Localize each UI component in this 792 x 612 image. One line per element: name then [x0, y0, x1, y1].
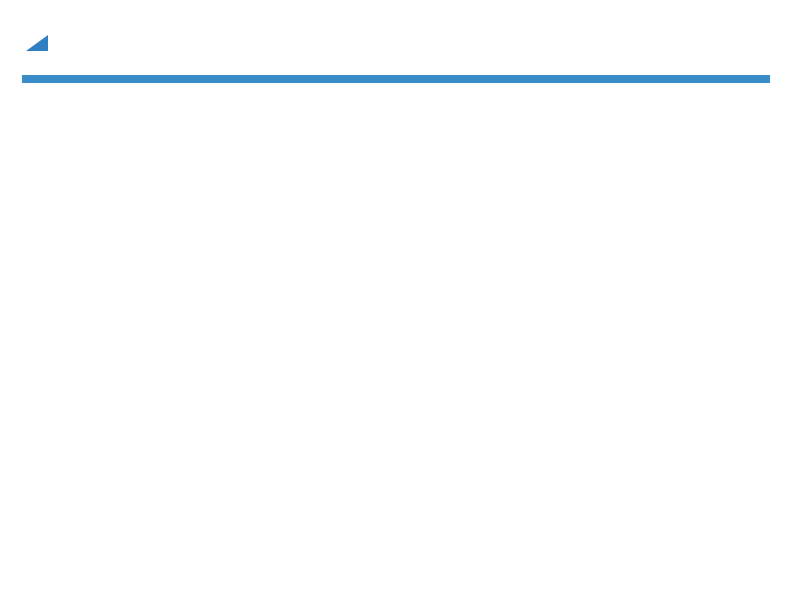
header [22, 28, 770, 57]
weekday-saturday [663, 75, 770, 83]
weekday-friday [556, 75, 663, 83]
calendar-table [22, 75, 770, 83]
weekday-thursday [449, 75, 556, 83]
logo [22, 34, 28, 57]
weekday-sunday [22, 75, 129, 83]
weekday-monday [129, 75, 236, 83]
logo-triangle-icon [26, 34, 48, 57]
weekday-tuesday [236, 75, 343, 83]
weekday-wednesday [343, 75, 450, 83]
weekday-header-row [22, 75, 770, 83]
